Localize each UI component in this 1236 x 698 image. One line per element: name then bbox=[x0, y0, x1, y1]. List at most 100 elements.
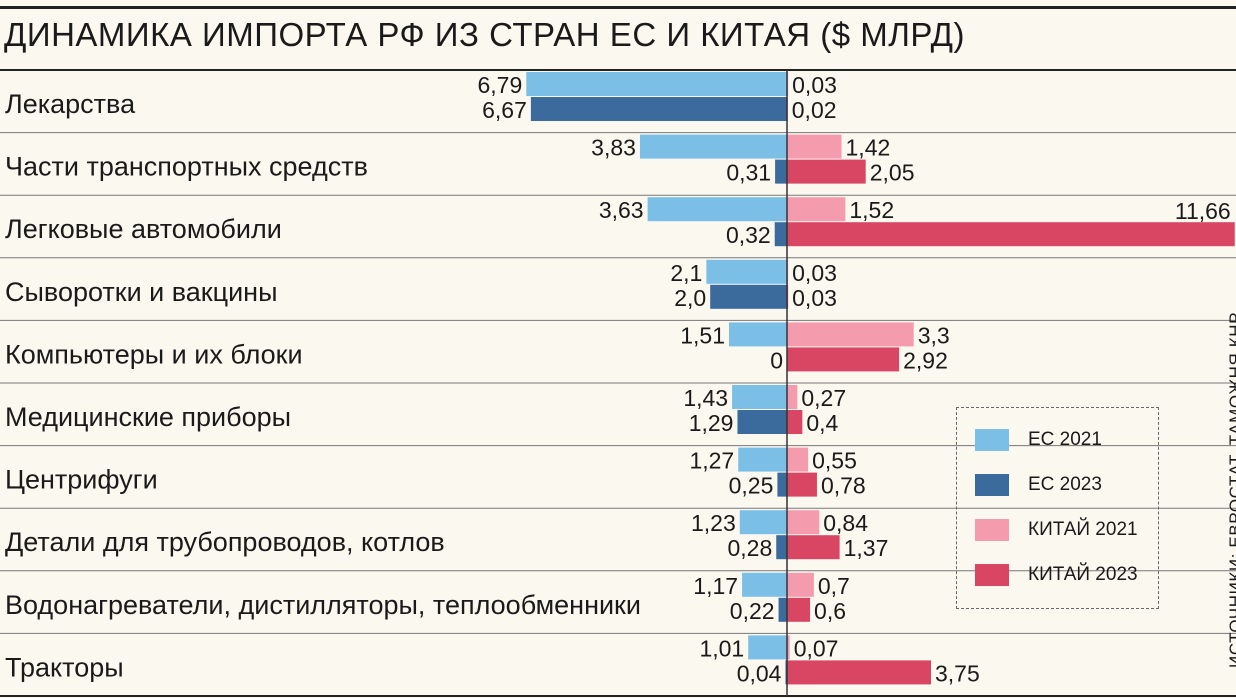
data-label: 0,03 bbox=[792, 285, 837, 311]
bar-eu-2021 bbox=[706, 259, 787, 284]
bar-eu-2021 bbox=[738, 447, 787, 472]
bar-china-2023 bbox=[787, 472, 817, 497]
chart-title: ДИНАМИКА ИМПОРТА РФ ИЗ СТРАН ЕС И КИТАЯ … bbox=[4, 16, 966, 53]
legend-label: ЕС 2023 bbox=[1028, 474, 1102, 495]
data-label: 1,37 bbox=[844, 535, 889, 561]
data-label: 0,84 bbox=[823, 510, 868, 536]
bar-china-2023 bbox=[787, 660, 931, 685]
bar-eu-2023 bbox=[737, 410, 787, 434]
data-label: 1,43 bbox=[683, 385, 728, 411]
data-label: 1,01 bbox=[699, 635, 744, 661]
legend-item-china-2021: КИТАЙ 2021 bbox=[975, 519, 1138, 541]
data-label: 0,31 bbox=[726, 160, 771, 186]
source-note: ИСТОЧНИКИ: ЕВРОСТАТ, ТАМОЖНЯ КНР. bbox=[1226, 309, 1236, 668]
category-label: Легковые автомобили bbox=[5, 214, 282, 244]
data-label: 0,32 bbox=[726, 222, 771, 248]
data-label: 0,03 bbox=[792, 260, 837, 286]
legend-swatch bbox=[975, 474, 1009, 496]
bar-eu-2021 bbox=[732, 385, 787, 409]
bar-china-2021 bbox=[787, 447, 809, 472]
data-label: 1,23 bbox=[691, 510, 736, 536]
bar-china-2023 bbox=[787, 159, 866, 184]
data-label: 0,4 bbox=[806, 410, 838, 436]
bar-eu-2021 bbox=[742, 572, 787, 597]
data-label: 2,0 bbox=[674, 285, 706, 311]
category-label: Водонагреватели, дистилляторы, теплообме… bbox=[5, 590, 641, 620]
data-label: 1,51 bbox=[680, 322, 725, 348]
data-label: 0,28 bbox=[727, 535, 772, 561]
data-label: 11,66 bbox=[1175, 198, 1231, 224]
data-label: 0,02 bbox=[792, 97, 837, 123]
data-label: 0,6 bbox=[814, 598, 846, 624]
data-label: 3,3 bbox=[918, 322, 950, 348]
bar-eu-2021 bbox=[729, 322, 787, 347]
data-label: 3,75 bbox=[935, 660, 980, 686]
data-label: 0,27 bbox=[801, 385, 846, 411]
bar-eu-2023 bbox=[774, 222, 787, 247]
bar-eu-2023 bbox=[775, 159, 787, 184]
category-label: Части транспортных средств bbox=[5, 152, 368, 182]
bar-china-2023 bbox=[787, 347, 900, 372]
category-label: Лекарства bbox=[5, 89, 136, 119]
legend-label: ЕС 2021 bbox=[1028, 429, 1102, 450]
data-label: 1,29 bbox=[689, 410, 734, 436]
data-label: 0 bbox=[770, 347, 783, 373]
bar-eu-2021 bbox=[647, 197, 787, 222]
bar-china-2021 bbox=[787, 635, 790, 660]
bar-china-2021 bbox=[787, 322, 914, 347]
data-label: 6,79 bbox=[477, 72, 522, 98]
data-label: 2,05 bbox=[870, 160, 915, 186]
legend-item-eu-2021: ЕС 2021 bbox=[975, 429, 1102, 451]
bar-eu-2023 bbox=[776, 535, 787, 560]
bar-eu-2021 bbox=[739, 510, 787, 535]
bar-eu-2023 bbox=[785, 660, 787, 685]
data-label: 0,07 bbox=[794, 635, 839, 661]
bar-china-2021 bbox=[787, 510, 820, 535]
data-label: 0,22 bbox=[730, 598, 775, 624]
data-label: 0,7 bbox=[818, 573, 850, 599]
data-label: 6,67 bbox=[482, 97, 527, 123]
bar-china-2021 bbox=[787, 572, 814, 597]
data-label: 3,63 bbox=[599, 197, 644, 223]
bar-eu-2023 bbox=[530, 97, 787, 121]
data-label: 1,27 bbox=[689, 448, 734, 474]
category-label: Центрифуги bbox=[5, 465, 158, 495]
bar-china-2023 bbox=[787, 535, 840, 560]
data-label: 0,78 bbox=[821, 473, 866, 499]
data-label: 1,17 bbox=[693, 573, 738, 599]
bar-eu-2023 bbox=[710, 284, 787, 309]
legend-swatch bbox=[975, 519, 1009, 541]
bar-china-2023 bbox=[787, 597, 811, 622]
data-label: 0,03 bbox=[792, 72, 837, 98]
data-label: 2,92 bbox=[903, 347, 948, 373]
bar-eu-2021 bbox=[748, 635, 787, 660]
top-rule bbox=[0, 6, 1236, 9]
legend-item-china-2023: КИТАЙ 2023 bbox=[975, 564, 1138, 586]
bar-eu-2023 bbox=[777, 472, 787, 497]
legend: ЕС 2021 ЕС 2023 КИТАЙ 2021 КИТАЙ 2023 bbox=[956, 407, 1159, 609]
category-label: Сыворотки и вакцины bbox=[5, 277, 277, 307]
category-label: Тракторы bbox=[5, 652, 124, 682]
bar-eu-2023 bbox=[778, 597, 787, 622]
data-label: 2,1 bbox=[670, 260, 702, 286]
legend-label: КИТАЙ 2023 bbox=[1028, 564, 1138, 585]
bar-china-2021 bbox=[787, 134, 842, 159]
bar-eu-2021 bbox=[639, 134, 787, 159]
bar-eu-2021 bbox=[526, 72, 787, 96]
data-label: 0,04 bbox=[737, 660, 782, 686]
bar-china-2021 bbox=[787, 197, 846, 222]
legend-swatch bbox=[975, 564, 1009, 586]
data-label: 0,25 bbox=[729, 473, 774, 499]
bar-china-2021 bbox=[787, 385, 798, 409]
category-label: Детали для трубопроводов, котлов bbox=[5, 527, 445, 557]
data-label: 3,83 bbox=[591, 135, 636, 161]
legend-label: КИТАЙ 2021 bbox=[1028, 519, 1138, 540]
data-label: 0,55 bbox=[812, 448, 857, 474]
category-label: Медицинские приборы bbox=[5, 402, 291, 432]
legend-swatch bbox=[975, 429, 1009, 451]
data-label: 1,42 bbox=[846, 135, 891, 161]
legend-item-eu-2023: ЕС 2023 bbox=[975, 474, 1102, 496]
bar-china-2023 bbox=[787, 410, 803, 434]
category-label: Компьютеры и их блоки bbox=[5, 339, 303, 369]
